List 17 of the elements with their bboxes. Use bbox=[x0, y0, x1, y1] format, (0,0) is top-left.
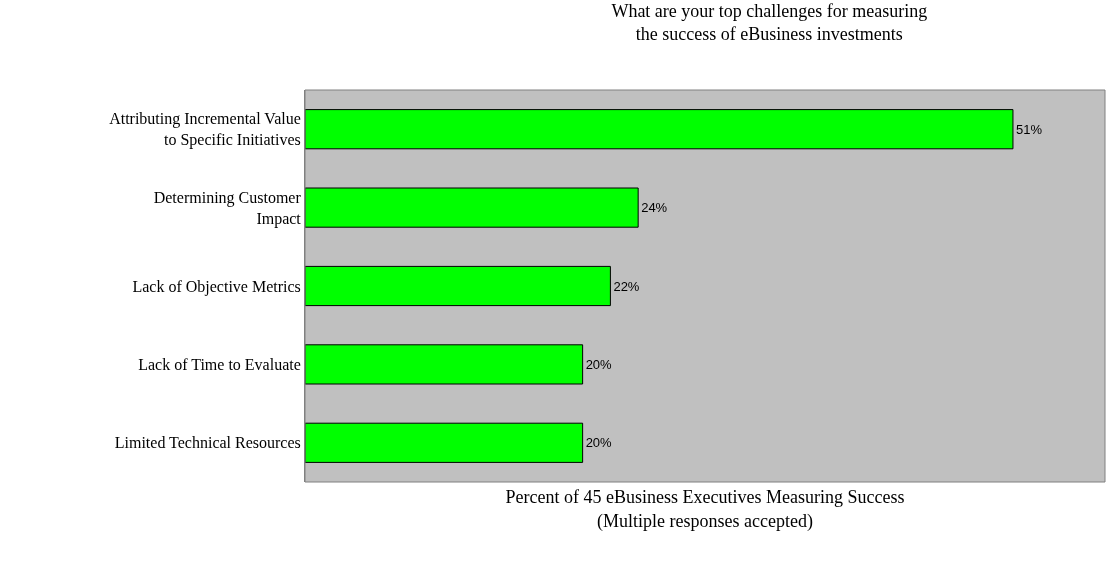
bar bbox=[305, 265, 611, 307]
data-label: 24% bbox=[641, 200, 668, 216]
data-label: 22% bbox=[613, 278, 640, 294]
y-tick-label: Attributing Incremental Value to Specific Initiatives bbox=[109, 110, 301, 150]
bar bbox=[305, 344, 584, 385]
data-label: 20% bbox=[585, 356, 613, 372]
bar bbox=[305, 187, 639, 228]
y-tick-label: Lack of Time to Evaluate bbox=[138, 356, 301, 373]
x-axis-title: Percent of 45 eBusiness Executives Measuring Success (Multiple responses accepted) bbox=[505, 487, 905, 532]
bar bbox=[305, 109, 1014, 150]
bar bbox=[305, 422, 584, 463]
y-tick-label: Determining Customer Impact bbox=[153, 188, 302, 228]
chart-title: What are your top challenges for measuring the success of eBusiness investments bbox=[611, 0, 928, 45]
data-label: 20% bbox=[585, 435, 613, 451]
y-tick-label: Lack of Objective Metrics bbox=[132, 277, 301, 296]
data-label: 51% bbox=[1015, 121, 1043, 137]
y-tick-label: Limited Technical Resources bbox=[114, 434, 301, 452]
